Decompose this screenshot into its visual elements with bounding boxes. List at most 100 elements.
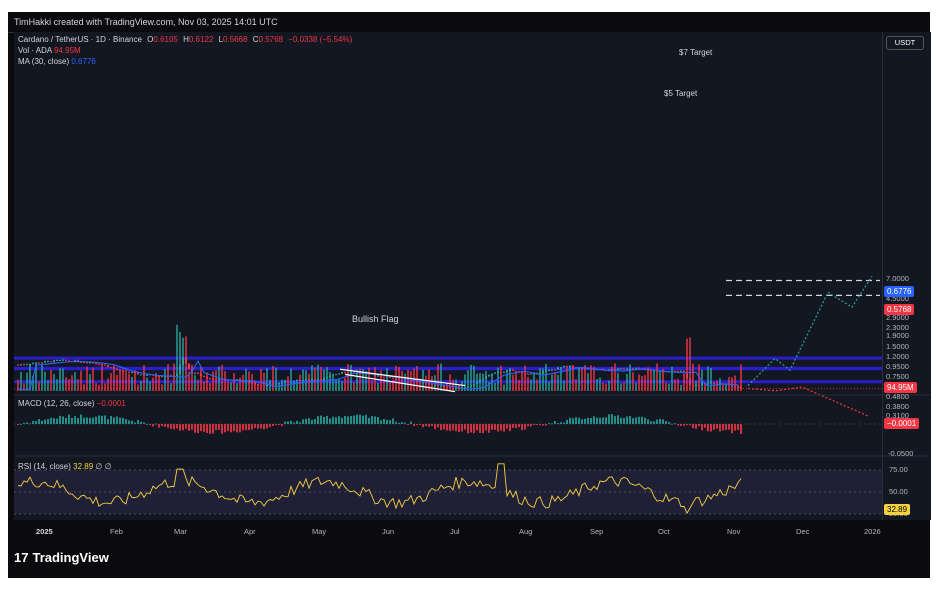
ma-price-badge: 0.6776 xyxy=(884,286,915,297)
legend-ma-label: MA (30, close) xyxy=(18,57,70,66)
volume-bar xyxy=(626,374,628,391)
volume-bar xyxy=(56,379,58,391)
macd-bar xyxy=(35,420,37,424)
volume-bar xyxy=(206,372,208,391)
candle-body xyxy=(344,372,346,374)
macd-tick: -0.0500 xyxy=(888,449,914,458)
macd-bar xyxy=(587,417,589,424)
volume-bar xyxy=(92,367,94,391)
macd-bar xyxy=(602,417,604,424)
volume-bar xyxy=(590,365,592,391)
macd-bar xyxy=(596,417,598,424)
volume-bar xyxy=(497,367,499,391)
macd-bar xyxy=(620,417,622,424)
candle-body xyxy=(557,367,559,370)
macd-bar xyxy=(422,424,424,428)
macd-bar xyxy=(551,423,553,425)
macd-bar xyxy=(359,414,361,424)
volume-bar xyxy=(437,364,439,391)
volume-bar xyxy=(311,365,313,391)
volume-bar xyxy=(638,374,640,391)
macd-bar xyxy=(290,420,292,424)
candle-body xyxy=(392,377,394,379)
chart-panel[interactable] xyxy=(14,32,882,520)
macd-bar xyxy=(683,424,685,426)
volume-bar xyxy=(224,371,226,391)
volume-bar xyxy=(131,376,133,391)
volume-bar xyxy=(257,383,259,391)
candle-body xyxy=(83,361,85,363)
volume-bar xyxy=(740,364,742,391)
macd-bar xyxy=(608,414,610,424)
rsi-band xyxy=(14,470,882,514)
candle-body xyxy=(341,372,343,374)
volume-bar xyxy=(401,370,403,391)
volume-bar xyxy=(89,374,91,391)
volume-bar xyxy=(512,374,514,391)
volume-bar xyxy=(29,363,31,391)
candle-body xyxy=(107,365,109,368)
macd-bar xyxy=(68,414,70,424)
legend-rsi-label: RSI (14, close) xyxy=(18,462,71,471)
macd-bar xyxy=(650,421,652,424)
price-tick: 0.3800 xyxy=(886,402,909,412)
volume-bar xyxy=(560,366,562,391)
macd-bar xyxy=(437,424,439,428)
macd-bar xyxy=(83,417,85,424)
candle-body xyxy=(50,361,52,363)
volume-bar xyxy=(566,367,568,391)
price-scale[interactable] xyxy=(882,32,931,520)
macd-bar xyxy=(626,416,628,424)
candle-body xyxy=(623,368,625,370)
macd-bar xyxy=(218,424,220,430)
macd-bar xyxy=(512,424,514,428)
candle-body xyxy=(536,372,538,374)
volume-bar xyxy=(494,382,496,391)
volume-bar xyxy=(35,363,37,391)
bullish-flag-label: Bullish Flag xyxy=(352,314,399,324)
candle-body xyxy=(104,364,106,366)
volume-bar xyxy=(317,364,319,391)
volume-bar xyxy=(632,372,634,391)
volume-bar xyxy=(662,368,664,391)
candle-body xyxy=(527,373,529,375)
volume-bar xyxy=(578,367,580,391)
macd-bar xyxy=(734,424,736,431)
macd-badge: −0.0001 xyxy=(884,418,920,429)
volume-bar xyxy=(557,374,559,391)
macd-bar xyxy=(149,424,151,425)
macd-bar xyxy=(383,419,385,424)
macd-bar xyxy=(341,417,343,424)
volume-bar xyxy=(545,363,547,391)
volume-bar xyxy=(485,371,487,391)
currency-button[interactable]: USDT xyxy=(886,36,924,50)
candle-body xyxy=(626,368,628,370)
macd-bar xyxy=(716,424,718,429)
volume-bar xyxy=(584,365,586,391)
tradingview-logo[interactable]: 17 TradingView xyxy=(14,550,109,565)
volume-bar xyxy=(620,383,622,391)
time-tick: Oct xyxy=(658,527,670,536)
volume-bar xyxy=(188,371,190,391)
macd-bar xyxy=(662,419,664,424)
macd-bar xyxy=(452,424,454,431)
macd-bar xyxy=(191,424,193,430)
candle-body xyxy=(38,362,40,364)
macd-bar xyxy=(215,424,217,431)
macd-bar xyxy=(485,424,487,431)
candle-body xyxy=(713,382,715,385)
volume-bar xyxy=(521,373,523,391)
volume-bar xyxy=(575,379,577,391)
volume-badge: 94.95M xyxy=(884,382,917,393)
volume-bar xyxy=(233,373,235,391)
macd-bar xyxy=(260,424,262,429)
macd-bar xyxy=(347,416,349,424)
candle-body xyxy=(188,363,190,370)
volume-bar xyxy=(395,365,397,391)
legend-macd-label: MACD (12, 26, close) xyxy=(18,399,95,408)
macd-bar xyxy=(395,421,397,424)
macd-bar xyxy=(92,417,94,424)
macd-bar xyxy=(584,418,586,424)
macd-bar xyxy=(470,424,472,433)
